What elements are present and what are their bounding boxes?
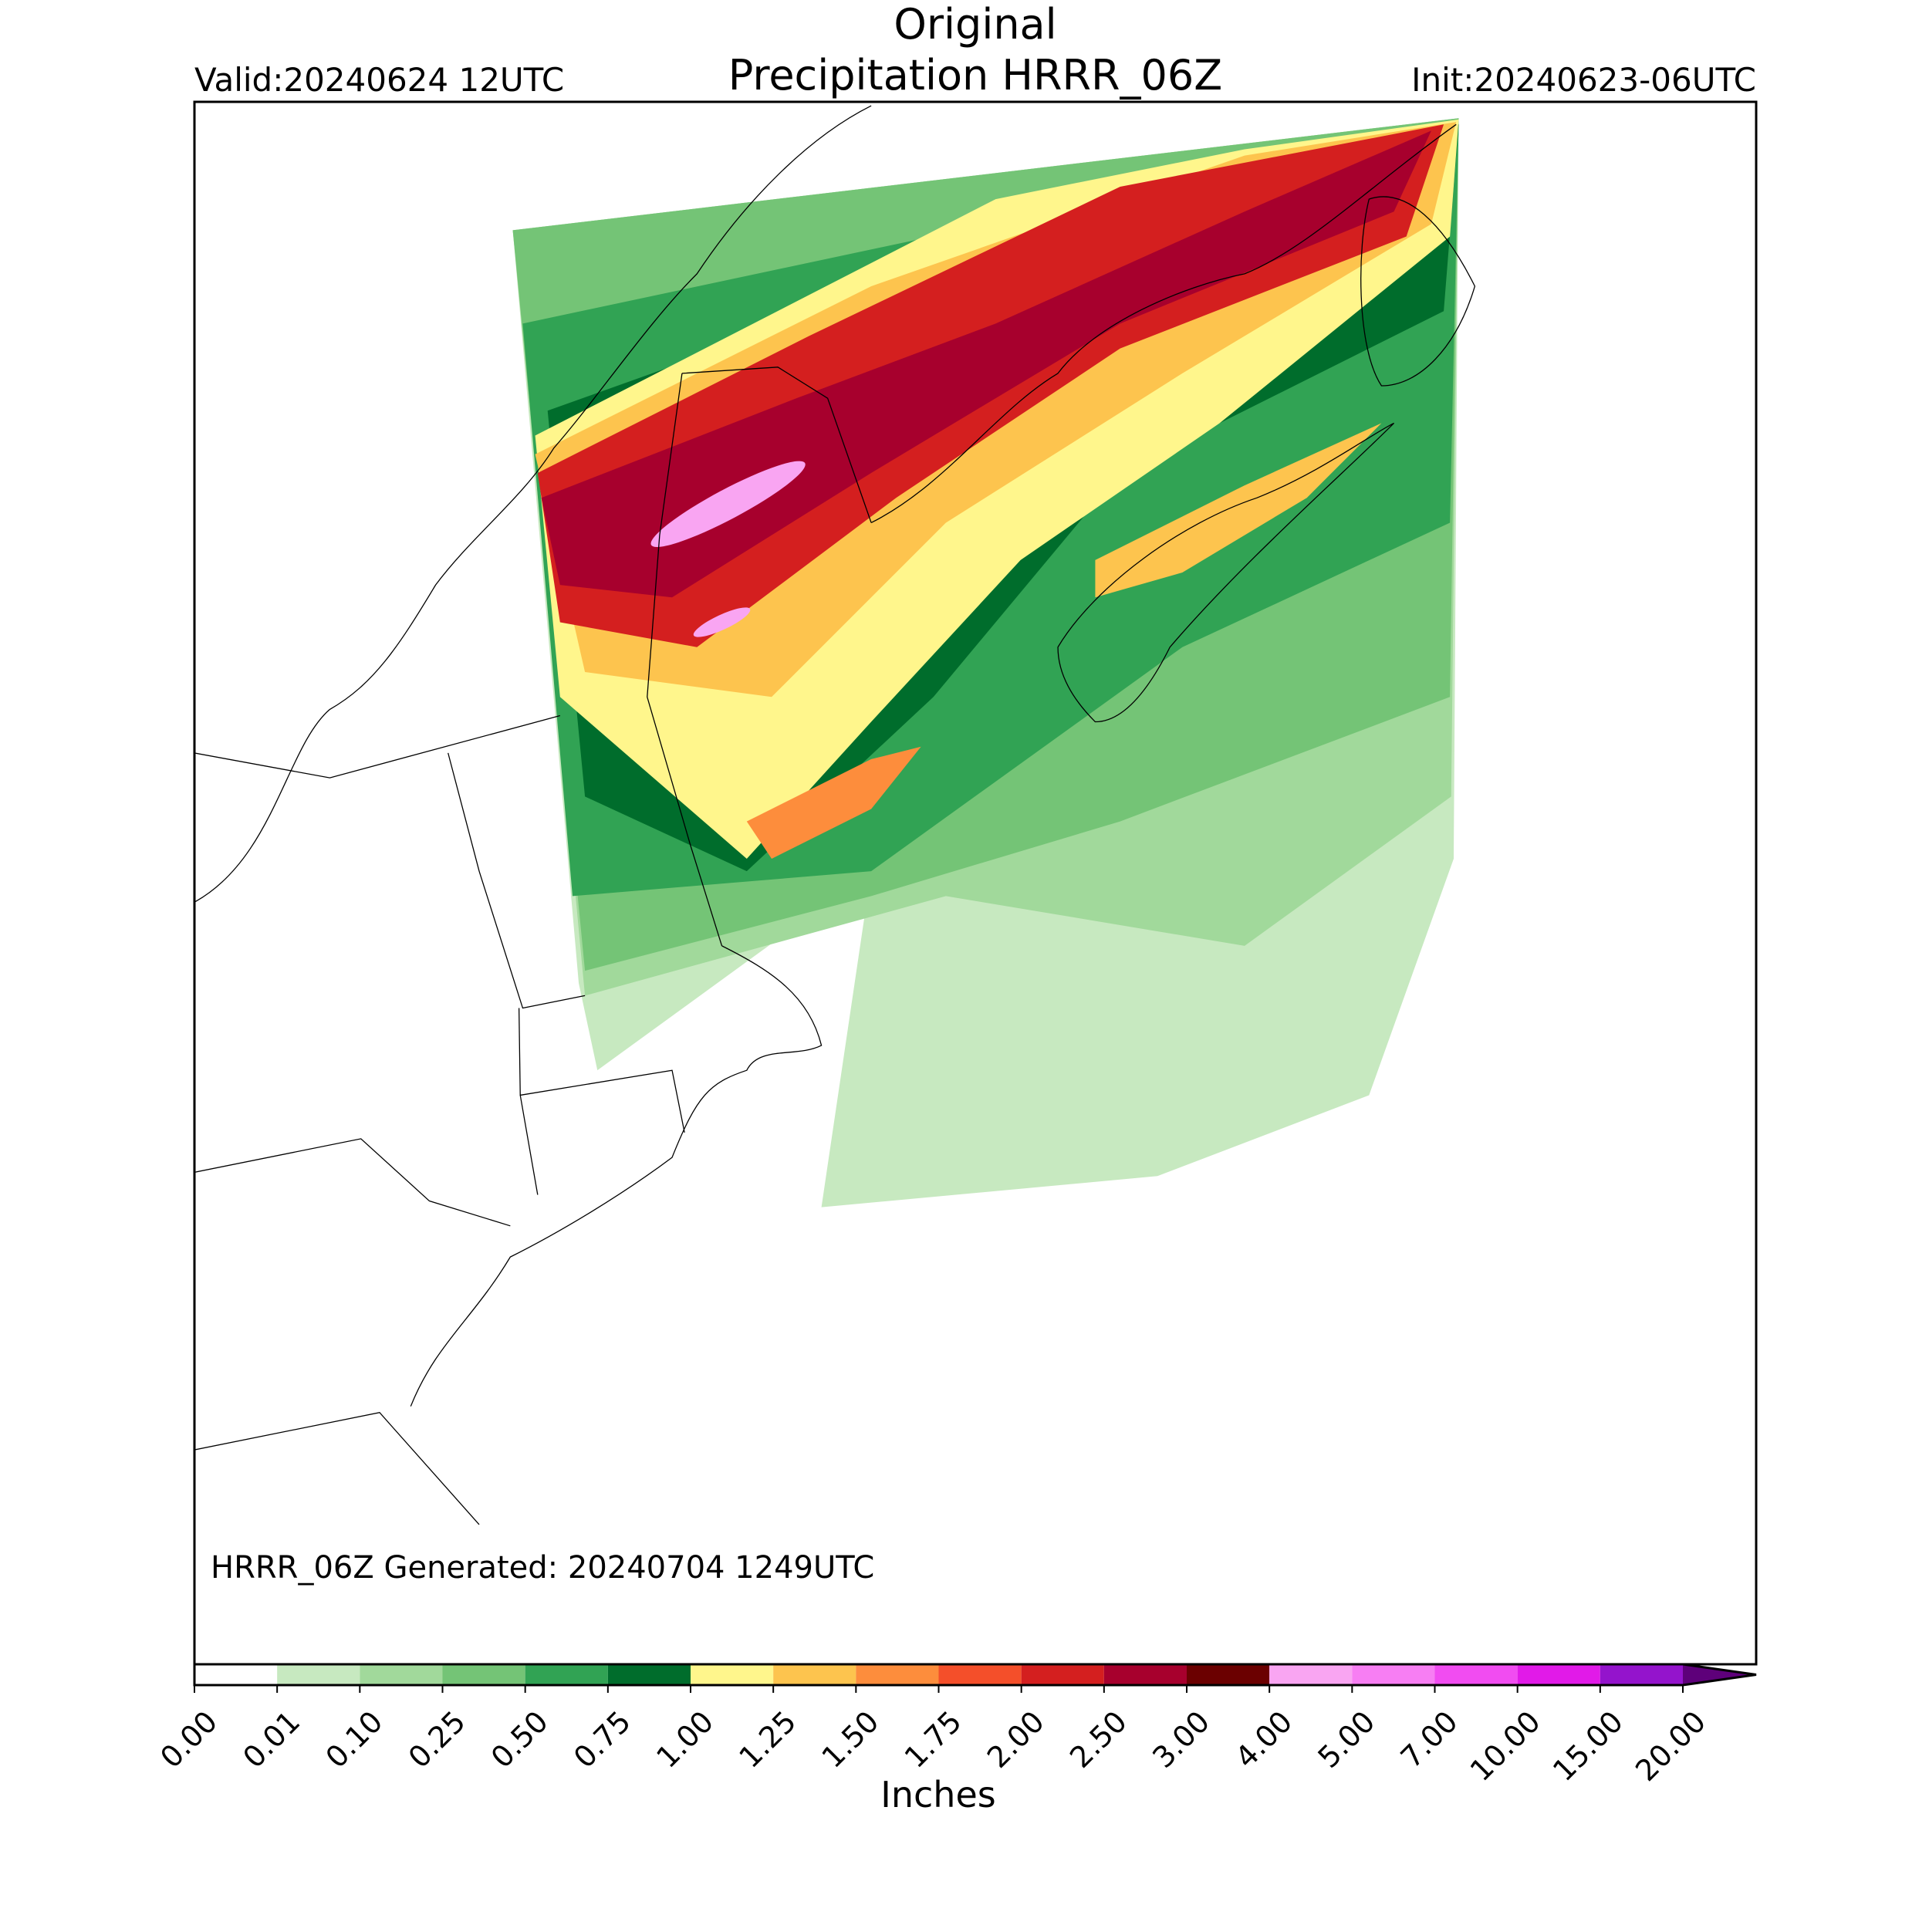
colorbar-box [442,1664,525,1685]
colorbar-tick-label: 1.50 [816,1704,886,1775]
colorbar-tick-label: 15.00 [1546,1704,1630,1788]
colorbar-box [1517,1664,1600,1685]
colorbar: 0.00 0.01 0.10 0.25 0.50 0.75 1.00 1.25 1.50 1.75… [154,1663,1757,1788]
colorbar-box [607,1664,691,1685]
colorbar-box [360,1664,443,1685]
colorbar-box [525,1664,608,1685]
colorbar-tick-label: 0.75 [567,1704,637,1775]
colorbar-tick-label: 0.25 [402,1704,472,1775]
colorbar-label: Inches [880,1774,995,1815]
colorbar-box [938,1664,1022,1685]
generated-note: HRRR_06Z Generated: 20240704 1249UTC [211,1550,874,1586]
colorbar-tick-label: 20.00 [1629,1704,1712,1788]
colorbar-tick-label: 1.00 [650,1704,720,1775]
colorbar-tick-label: 2.00 [981,1704,1051,1775]
colorbar-extend [1683,1664,1756,1685]
colorbar-outline [193,1663,1757,1687]
colorbar-tick-label: 0.01 [236,1704,306,1775]
colorbar-tick-label: 2.50 [1063,1704,1133,1775]
colorbar-tick-label: 0.00 [154,1704,224,1775]
colorbar-box [1600,1664,1683,1685]
title-line-1: Original [894,0,1056,49]
colorbar-box [277,1664,360,1685]
precip-yellow-band [1095,423,1382,598]
colorbar-box [1269,1664,1353,1685]
colorbar-tick-label: 4.00 [1228,1704,1299,1775]
precip-orange-band [746,746,921,859]
init-time: Init:20240623-06UTC [1411,61,1756,99]
precip-magenta [650,461,806,547]
colorbar-tick-label: 0.50 [485,1704,555,1775]
colorbar-box [1434,1664,1518,1685]
colorbar-tick-label: 3.00 [1146,1704,1216,1775]
colorbar-tick-label: 1.75 [898,1704,968,1775]
colorbar-tick-label: 1.25 [732,1704,802,1775]
colorbar-box [1352,1664,1435,1685]
title-line-2: Precipitation HRRR_06Z [728,51,1223,100]
map-layer [194,105,1476,1525]
colorbar-box [691,1664,774,1685]
valid-time: Valid:20240624 12UTC [194,61,564,99]
colorbar-box [1187,1664,1270,1685]
colorbar-box [773,1664,856,1685]
colorbar-box [1103,1664,1187,1685]
colorbar-box [1021,1664,1104,1685]
colorbar-tick-label: 5.00 [1312,1704,1382,1775]
colorbar-box [856,1664,939,1685]
colorbar-box [194,1664,278,1685]
colorbar-tick-label: 0.10 [319,1704,390,1775]
borders [194,105,1476,1525]
colorbar-tick-label: 10.00 [1464,1704,1547,1788]
colorbar-tick-label: 7.00 [1394,1704,1464,1775]
precip-magenta-small [693,607,751,637]
